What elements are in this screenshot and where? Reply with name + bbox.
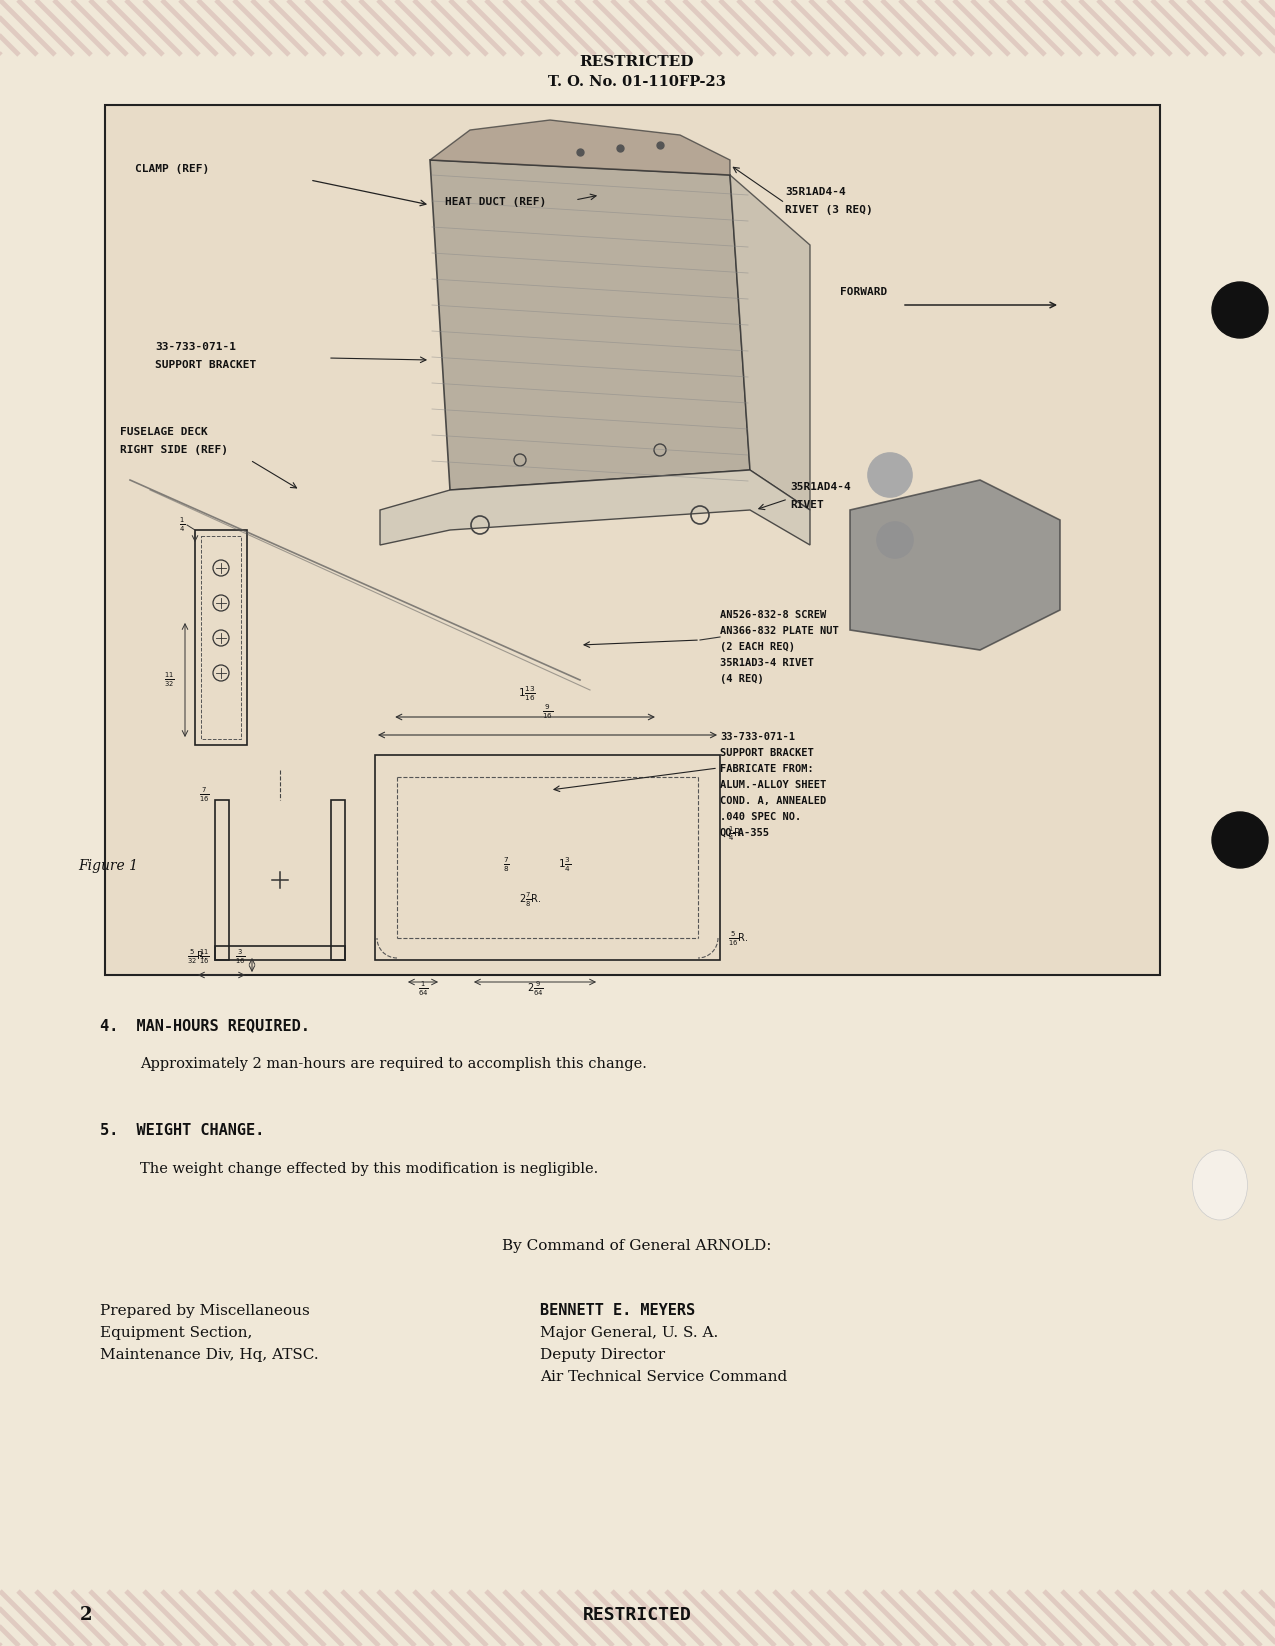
Text: RESTRICTED: RESTRICTED xyxy=(580,54,695,69)
Text: SUPPORT BRACKET: SUPPORT BRACKET xyxy=(156,360,256,370)
Text: FORWARD: FORWARD xyxy=(840,286,887,296)
Text: $1\frac{3}{4}$: $1\frac{3}{4}$ xyxy=(558,856,571,874)
Text: Major General, U. S. A.: Major General, U. S. A. xyxy=(541,1327,718,1340)
Text: SUPPORT BRACKET: SUPPORT BRACKET xyxy=(720,747,813,759)
Bar xyxy=(215,946,346,960)
Circle shape xyxy=(868,453,912,497)
Circle shape xyxy=(1213,281,1269,337)
Text: BENNETT E. MEYERS: BENNETT E. MEYERS xyxy=(541,1304,695,1318)
Text: $\frac{1}{4}$: $\frac{1}{4}$ xyxy=(179,515,185,533)
Polygon shape xyxy=(731,174,810,510)
Circle shape xyxy=(877,522,913,558)
Text: COND. A, ANNEALED: COND. A, ANNEALED xyxy=(720,797,826,807)
Text: $\frac{7}{8}$: $\frac{7}{8}$ xyxy=(502,856,510,874)
Text: Air Technical Service Command: Air Technical Service Command xyxy=(541,1369,787,1384)
Text: $2\frac{7}{8}$R.: $2\frac{7}{8}$R. xyxy=(519,890,542,909)
Text: Deputy Director: Deputy Director xyxy=(541,1348,666,1361)
Polygon shape xyxy=(850,481,1060,650)
Text: HEAT DUCT (REF): HEAT DUCT (REF) xyxy=(445,198,546,207)
Bar xyxy=(215,800,230,960)
Polygon shape xyxy=(430,120,731,174)
Text: T. O. No. 01-110FP-23: T. O. No. 01-110FP-23 xyxy=(548,76,725,89)
Text: 2: 2 xyxy=(80,1606,93,1625)
Text: 35R1AD4-4: 35R1AD4-4 xyxy=(785,188,845,198)
Text: Approximately 2 man-hours are required to accomplish this change.: Approximately 2 man-hours are required t… xyxy=(140,1057,646,1072)
Text: $\frac{3}{16}$: $\frac{3}{16}$ xyxy=(235,948,245,966)
Text: $\frac{1}{4}$R.: $\frac{1}{4}$R. xyxy=(728,825,745,843)
Text: By Command of General ARNOLD:: By Command of General ARNOLD: xyxy=(502,1239,771,1253)
Text: $1\frac{13}{16}$: $1\frac{13}{16}$ xyxy=(518,685,536,703)
Text: QQ-A-355: QQ-A-355 xyxy=(720,828,770,838)
Text: $\frac{7}{16}$: $\frac{7}{16}$ xyxy=(199,785,210,805)
Circle shape xyxy=(1213,811,1269,867)
Polygon shape xyxy=(380,471,810,545)
Text: FABRICATE FROM:: FABRICATE FROM: xyxy=(720,764,813,774)
Text: The weight change effected by this modification is negligible.: The weight change effected by this modif… xyxy=(140,1162,598,1175)
Text: RIVET: RIVET xyxy=(790,500,824,510)
Text: .040 SPEC NO.: .040 SPEC NO. xyxy=(720,811,801,821)
Text: FUSELAGE DECK: FUSELAGE DECK xyxy=(120,426,208,436)
Text: 35R1AD4-4: 35R1AD4-4 xyxy=(790,482,850,492)
Text: $\frac{5}{32}$R.: $\frac{5}{32}$R. xyxy=(187,948,208,966)
Polygon shape xyxy=(430,160,750,491)
Text: (2 EACH REQ): (2 EACH REQ) xyxy=(720,642,796,652)
Text: 4.  MAN-HOURS REQUIRED.: 4. MAN-HOURS REQUIRED. xyxy=(99,1017,310,1034)
Bar xyxy=(105,105,1160,974)
Text: Figure 1: Figure 1 xyxy=(78,859,138,872)
Text: AN366-832 PLATE NUT: AN366-832 PLATE NUT xyxy=(720,625,839,635)
Bar xyxy=(332,800,346,960)
Text: RIGHT SIDE (REF): RIGHT SIDE (REF) xyxy=(120,444,228,454)
Text: $\frac{11}{16}$: $\frac{11}{16}$ xyxy=(199,948,210,966)
Text: 33-733-071-1: 33-733-071-1 xyxy=(720,732,796,742)
Text: (4 REQ): (4 REQ) xyxy=(720,673,764,685)
Text: $\frac{5}{16}$R.: $\frac{5}{16}$R. xyxy=(728,930,748,948)
Text: $\frac{1}{64}$: $\frac{1}{64}$ xyxy=(418,979,428,997)
Text: Equipment Section,: Equipment Section, xyxy=(99,1327,252,1340)
Text: Prepared by Miscellaneous: Prepared by Miscellaneous xyxy=(99,1304,310,1318)
Text: RESTRICTED: RESTRICTED xyxy=(583,1606,691,1625)
Bar xyxy=(195,530,247,746)
Text: CLAMP (REF): CLAMP (REF) xyxy=(135,165,209,174)
Text: $\frac{11}{32}$: $\frac{11}{32}$ xyxy=(164,672,175,690)
Bar xyxy=(201,537,241,739)
Ellipse shape xyxy=(1192,1151,1247,1220)
Text: $2\frac{9}{64}$: $2\frac{9}{64}$ xyxy=(527,979,543,997)
Text: ALUM.-ALLOY SHEET: ALUM.-ALLOY SHEET xyxy=(720,780,826,790)
Text: 5.  WEIGHT CHANGE.: 5. WEIGHT CHANGE. xyxy=(99,1123,264,1137)
Text: $\frac{9}{16}$: $\frac{9}{16}$ xyxy=(542,703,553,721)
Text: 35R1AD3-4 RIVET: 35R1AD3-4 RIVET xyxy=(720,658,813,668)
Text: 33-733-071-1: 33-733-071-1 xyxy=(156,342,236,352)
Bar xyxy=(375,756,720,960)
Text: RIVET (3 REQ): RIVET (3 REQ) xyxy=(785,206,873,216)
Text: Maintenance Div, Hq, ATSC.: Maintenance Div, Hq, ATSC. xyxy=(99,1348,319,1361)
Text: AN526-832-8 SCREW: AN526-832-8 SCREW xyxy=(720,611,826,621)
